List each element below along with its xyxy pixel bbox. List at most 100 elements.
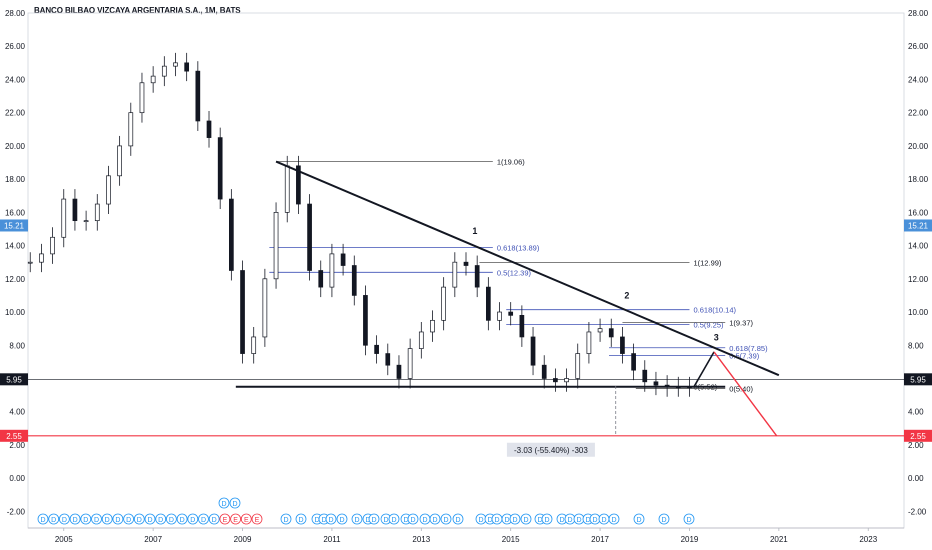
dividend-marker [295,513,307,525]
y-tick-label-left: 14.00 [5,242,26,251]
dividend-marker [509,513,521,525]
candle-body [474,265,480,288]
event-marker-label: D [537,517,542,524]
fib-level-label: 1(12.99) [693,258,721,267]
price-badge-label: 15.21 [4,221,25,230]
y-tick-label-right: 20.00 [908,142,929,151]
dividend-marker [608,513,620,525]
event-marker-label: E [223,517,228,524]
dividend-marker [325,513,337,525]
candle-body [418,331,424,349]
event-marker-label: D [611,517,616,524]
y-tick-label-left: 0.00 [9,474,25,483]
candle-body [463,261,469,266]
event-marker-label: D [51,517,56,524]
candle-body [139,82,145,114]
candle-body [72,198,78,222]
dividend-marker [368,513,380,525]
dividend-marker [683,513,695,525]
y-tick-label-left: 8.00 [9,341,25,350]
event-marker-label: D [158,517,163,524]
candle-body [61,198,67,238]
chart-title: BANCO BILBAO VIZCAYA ARGENTARIA S.A., 1M… [34,6,241,15]
candle-body [575,353,581,379]
earnings-marker [230,513,242,525]
y-tick-label-right: 24.00 [908,75,929,84]
y-tick-label-right: 14.00 [908,242,929,251]
y-tick-label-right: 10.00 [908,308,929,317]
y-tick-label-left: 28.00 [5,9,26,18]
candle-body [173,62,178,67]
event-marker-label: D [504,517,509,524]
y-tick-label-right: 16.00 [908,208,929,217]
dividend-marker [101,513,113,525]
candle-body [642,369,648,383]
y-tick-label-right: 4.00 [908,408,924,417]
candle-body [329,253,335,288]
candle-body [229,198,234,271]
dividend-marker [48,513,60,525]
event-marker-label: D [567,517,572,524]
event-marker-label: D [339,517,344,524]
event-marker-label: D [422,517,427,524]
event-marker-label: D [494,517,499,524]
candle-body [396,364,402,379]
price-badge [0,373,28,386]
event-marker-label: D [576,517,581,524]
candle-body [530,336,536,366]
event-marker-label: D [105,517,110,524]
dividend-marker [633,513,645,525]
x-tick-label: 2009 [234,535,252,544]
event-marker-label: D [83,517,88,524]
candle-body [608,328,614,338]
candle-body [39,253,44,263]
event-marker-label: D [328,517,333,524]
candle-body [553,378,558,383]
candle-body [206,120,212,138]
dividend-marker [144,513,156,525]
price-badge-label: 5.95 [910,375,926,384]
candle-body [497,311,502,321]
candle-body [128,112,134,147]
fib-level-label: 1(19.06) [497,158,525,167]
event-marker-label: D [137,517,142,524]
dividend-marker [541,513,553,525]
price-badge [904,219,932,232]
fib-level-label: 0.5(9.25) [693,320,724,329]
candle-body [50,236,55,255]
candle-body [27,261,33,264]
y-tick-label-right: 26.00 [908,42,929,51]
event-marker-label: D [283,517,288,524]
dividend-marker [440,513,452,525]
event-marker-label: D [190,517,195,524]
candle-body [217,137,223,200]
event-marker-label: D [585,517,590,524]
measure-label: -3.03 (-55.40%) -303 [514,446,588,455]
candle-body [117,145,122,177]
price-badge [904,373,932,386]
dividend-marker [280,513,292,525]
fib-level-label: 0.5(12.39) [497,268,532,277]
candle-body [307,203,312,271]
event-marker-label: D [544,517,549,524]
candle-body [363,295,368,346]
dividend-marker [452,513,464,525]
x-tick-label: 2015 [502,535,520,544]
event-marker-label: D [391,517,396,524]
event-marker-label: D [455,517,460,524]
x-tick-label: 2011 [323,535,341,544]
candle-body [374,344,379,354]
event-marker-label: D [201,517,206,524]
x-tick-label: 2017 [591,535,609,544]
dividend-marker [112,513,124,525]
candle-body [430,319,435,333]
candle-body [452,261,458,288]
event-marker-label: D [601,517,606,524]
fib-level-label: 0.618(7.85) [729,344,768,353]
x-tick-label: 2007 [144,535,162,544]
projection-up [693,351,715,388]
event-marker-label: D [512,517,517,524]
fib-level-label: 0.5(7.39) [729,351,760,360]
y-tick-label-left: 10.00 [5,308,26,317]
